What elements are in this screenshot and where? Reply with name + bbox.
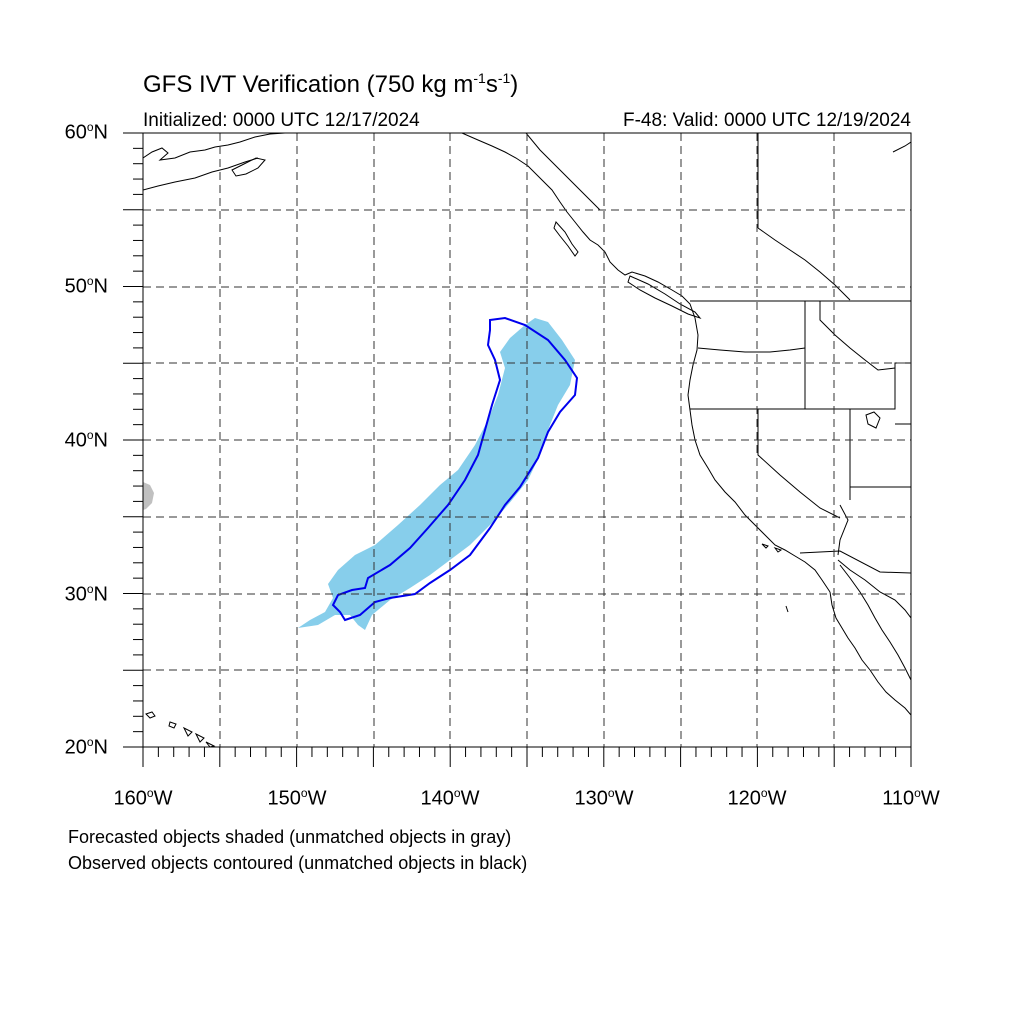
island-hawaii-3: [182, 726, 193, 737]
title-main: GFS IVT Verification (750 kg m: [143, 71, 474, 98]
lat-label-60: 60oN: [64, 120, 108, 144]
legend-forecast-note: Forecasted objects shaded (unmatched obj…: [68, 827, 512, 847]
coastline-haida-gwaii: [553, 221, 579, 257]
island-channel-1: [761, 543, 769, 549]
axis-ticks: [123, 132, 912, 767]
graticule: [143, 133, 911, 747]
coastline-baja-east-gulf: [839, 564, 911, 681]
initialized-label: Initialized: 0000 UTC 12/17/2024: [143, 110, 420, 131]
observed-object-contour: [331, 316, 579, 622]
map-title: GFS IVT Verification (750 kg m-1s-1): [143, 70, 518, 99]
lake-great-salt: [865, 411, 881, 429]
coastline-baja-west: [829, 591, 911, 716]
island-channel-2: [773, 547, 783, 553]
lon-label-140w: 140oW: [420, 786, 480, 810]
legend-observed-note: Observed objects contoured (unmatched ob…: [68, 853, 528, 873]
coastline-alaska-panhandle: [461, 133, 696, 319]
lon-label-130w: 130oW: [574, 786, 634, 810]
valid-time-label: F-48: Valid: 0000 UTC 12/19/2024: [623, 110, 911, 131]
coastlines: [143, 133, 911, 747]
island-guadalupe: [785, 605, 789, 613]
title-mid: s: [485, 71, 498, 98]
lon-label-110w: 110oW: [882, 786, 940, 810]
boundary-idaho-east: [819, 301, 896, 371]
coastline-kodiak: [231, 157, 266, 177]
title-end: ): [510, 71, 519, 98]
boundary-california-nevada: [757, 409, 841, 519]
lat-label-50: 50oN: [64, 274, 108, 298]
island-hawaii-1: [145, 711, 156, 719]
coastline-us-west: [687, 317, 831, 593]
boundary-washington-oregon: [697, 347, 806, 353]
forecast-object-unmatched: [143, 482, 154, 510]
lon-label-120w: 120oW: [727, 786, 787, 810]
lat-label-40: 40oN: [64, 428, 108, 452]
lat-label-20: 20oN: [64, 735, 108, 759]
canada-coast-top-right: [892, 141, 911, 153]
boundary-nevada-arizona: [837, 504, 849, 556]
title-exponent-1: -1: [473, 70, 486, 86]
coastline-alaska-peninsula: [143, 133, 286, 161]
island-hawaii-5: [205, 741, 216, 747]
forecast-object-matched: [298, 318, 575, 630]
coastline-alaska-peninsula-south: [143, 157, 259, 191]
boundary-alaska-canada: [525, 133, 601, 211]
title-exponent-2: -1: [497, 70, 511, 86]
island-hawaii-4: [194, 732, 205, 743]
boundary-us-mexico: [799, 550, 911, 574]
lon-label-150w: 150oW: [267, 786, 327, 810]
coastline-mexico-mainland: [837, 559, 911, 619]
lon-label-160w: 160oW: [113, 786, 173, 810]
political-boundaries: [525, 133, 911, 574]
lat-label-30: 30oN: [64, 582, 108, 606]
island-hawaii-2: [168, 721, 177, 729]
canada-interior-line: [757, 227, 851, 301]
coastline-vancouver-island: [627, 275, 702, 320]
